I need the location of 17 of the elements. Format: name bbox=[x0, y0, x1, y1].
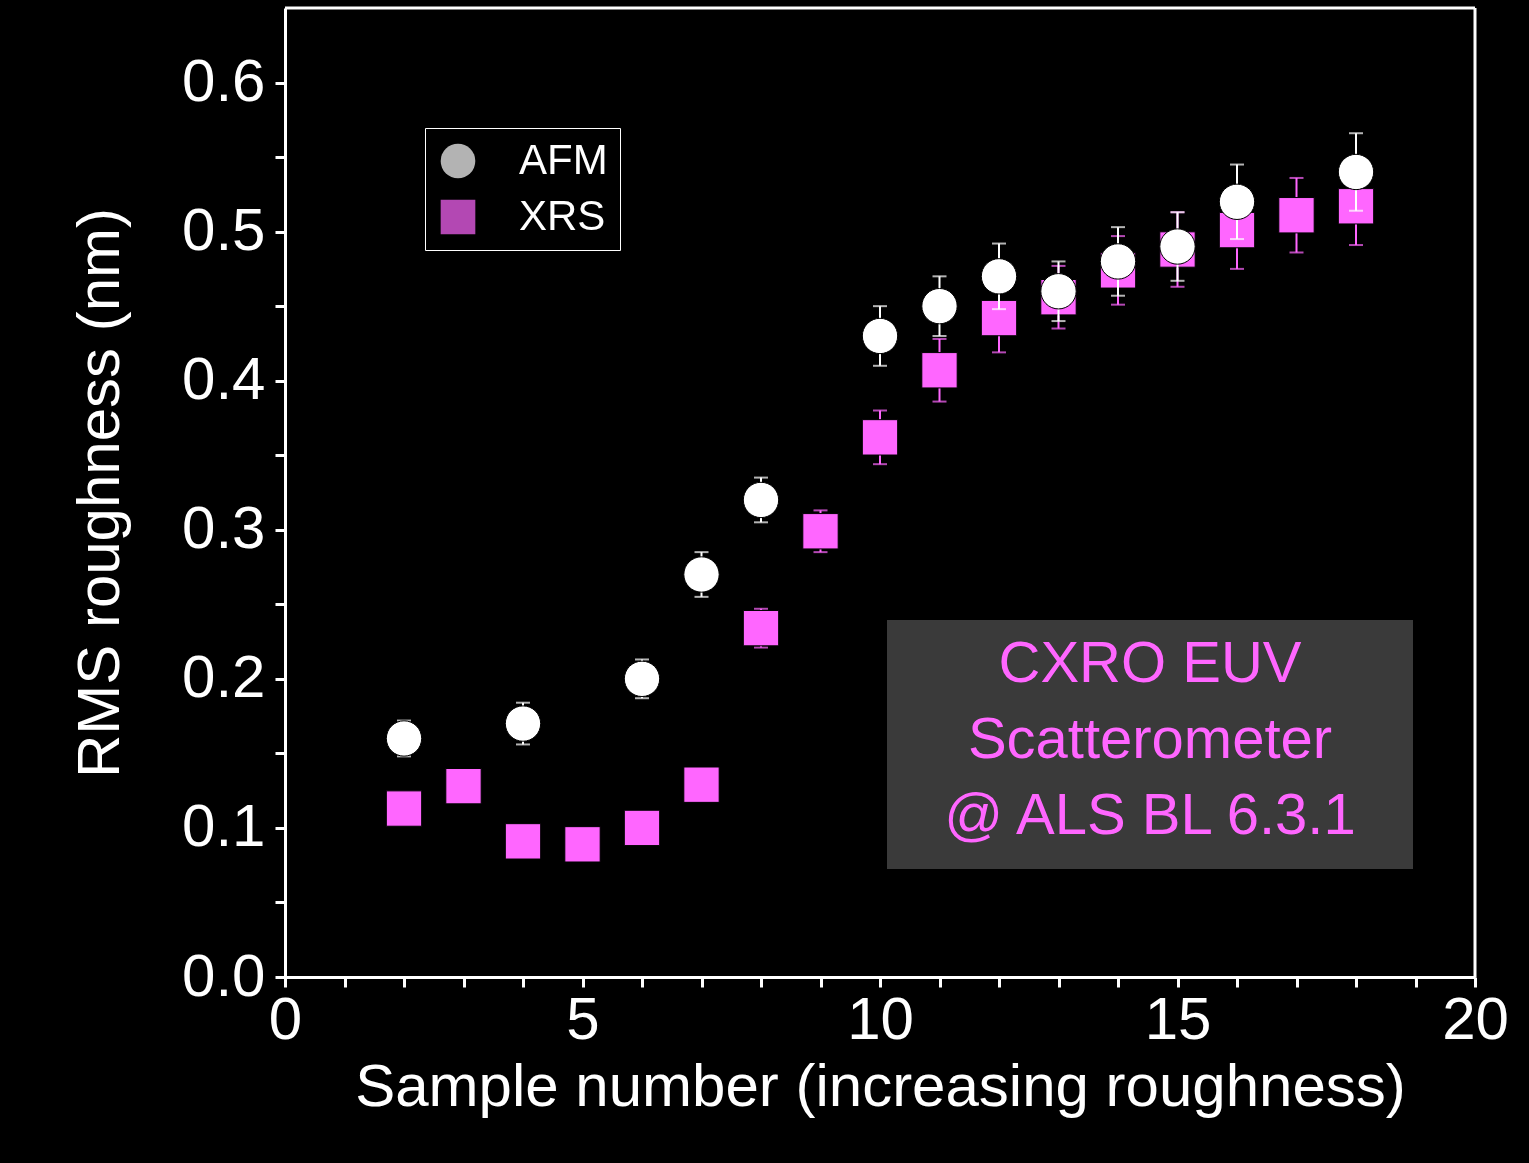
annotation: CXRO EUV Scatterometer @ ALS BL 6.3.1 bbox=[944, 629, 1356, 846]
y-tick-label: 0.3 bbox=[182, 494, 266, 562]
y-tick-label: 0.5 bbox=[182, 196, 266, 264]
legend-label: AFM bbox=[519, 136, 608, 183]
y-tick-label: 0.1 bbox=[182, 792, 266, 860]
x-tick-label: 15 bbox=[1144, 984, 1212, 1052]
y-tick-label: 0.6 bbox=[182, 47, 266, 115]
y-tick-label: 0.2 bbox=[182, 643, 266, 711]
legend-label: XRS bbox=[519, 192, 606, 239]
y-axis-title: RMS roughness (nm) bbox=[65, 207, 133, 779]
x-tick-label: 10 bbox=[847, 984, 914, 1052]
x-axis-title: Sample number (increasing roughness) bbox=[355, 1051, 1406, 1119]
y-tick-label: 0.4 bbox=[182, 345, 266, 413]
x-tick-label: 0 bbox=[268, 984, 303, 1052]
x-tick-label: 20 bbox=[1442, 984, 1509, 1052]
y-tick-label: 0.0 bbox=[182, 941, 266, 1009]
x-tick-label: 5 bbox=[566, 984, 600, 1052]
